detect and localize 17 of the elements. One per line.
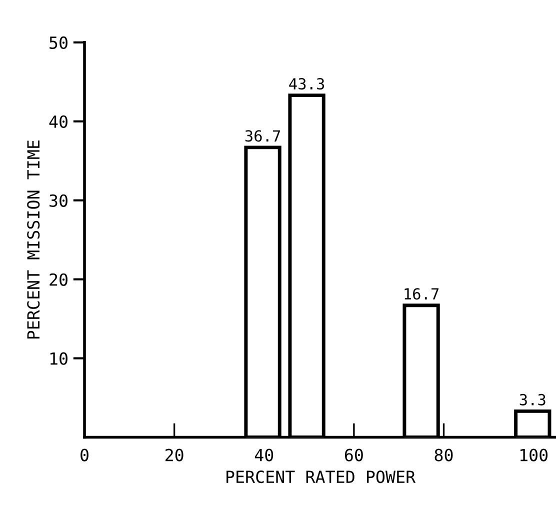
y-tick-label: 30 [50, 194, 68, 207]
data-label: 43.3 [289, 78, 324, 90]
x-tick-label: 100 [520, 448, 548, 462]
y-tick-label: 20 [50, 273, 68, 286]
x-tick-label: 0 [80, 448, 88, 462]
y-tick-label: 10 [50, 352, 68, 365]
y-tick-label: 40 [49, 115, 68, 128]
x-axis-title: PERCENT RATED POWER [226, 470, 416, 484]
data-label: 36.7 [245, 130, 280, 142]
y-tick-label: 50 [50, 36, 68, 50]
x-tick-label: 80 [434, 448, 453, 462]
y-axis-title: PERCENT MISSION TIME [27, 140, 40, 339]
x-tick-label: 40 [254, 448, 274, 462]
data-label: 16.7 [404, 288, 439, 300]
x-tick-label: 60 [344, 448, 363, 462]
x-tick-label: 20 [166, 448, 184, 462]
data-label: 3.3 [520, 394, 546, 406]
